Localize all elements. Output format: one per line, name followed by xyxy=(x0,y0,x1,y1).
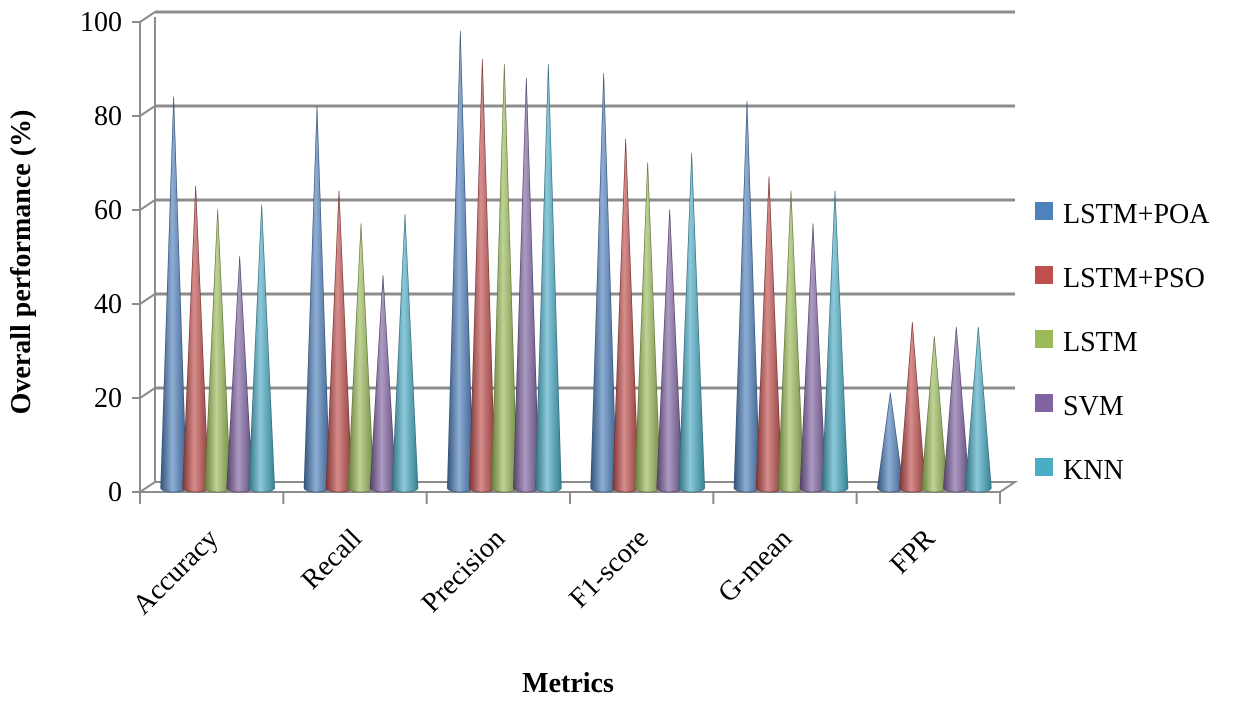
gridline-diag xyxy=(139,105,156,117)
x-tick-label: Precision xyxy=(416,523,512,619)
x-tick-label: FPR xyxy=(884,523,941,580)
legend-label: SVM xyxy=(1063,391,1124,422)
legend-label: LSTM+POA xyxy=(1063,199,1210,230)
legend-swatch xyxy=(1035,458,1053,476)
legend-label: KNN xyxy=(1063,455,1124,486)
x-axis-label: Metrics xyxy=(522,668,614,699)
bar-precision-lstm-poa xyxy=(447,30,474,493)
axes xyxy=(132,17,1019,504)
bar-recall-lstm-poa xyxy=(303,105,331,493)
y-tick-label: 40 xyxy=(94,289,122,320)
legend-swatch xyxy=(1035,394,1053,412)
legend-item: LSTM+PSO xyxy=(1035,263,1205,294)
bar-f1-score-lstm-poa xyxy=(590,73,617,493)
bar-fpr-knn xyxy=(965,326,992,493)
bar-g-mean-svm xyxy=(799,223,827,493)
bar-g-mean-lstm-pso xyxy=(755,176,783,493)
x-tick-label: Recall xyxy=(295,523,368,596)
bar-accuracy-lstm xyxy=(204,209,231,493)
legend-item: KNN xyxy=(1035,455,1124,486)
legend-item: SVM xyxy=(1035,391,1124,422)
bars xyxy=(160,30,992,493)
y-tick-label: 100 xyxy=(80,7,122,38)
bar-accuracy-svm xyxy=(226,256,253,493)
x-tick-label: G-mean xyxy=(712,523,798,609)
legend-label: LSTM+PSO xyxy=(1063,263,1205,294)
bar-f1-score-lstm-pso xyxy=(612,138,639,493)
bar-recall-lstm xyxy=(347,223,375,493)
bar-f1-score-svm xyxy=(656,209,683,493)
bar-accuracy-lstm-pso xyxy=(182,185,209,493)
legend-swatch xyxy=(1035,330,1053,348)
gridline-diag xyxy=(139,387,156,399)
bar-g-mean-lstm-poa xyxy=(733,101,761,493)
legend-item: LSTM+POA xyxy=(1035,199,1210,230)
bar-fpr-lstm xyxy=(921,336,948,493)
bar-g-mean-knn xyxy=(821,190,849,493)
gridline-diag xyxy=(139,199,156,211)
bar-precision-knn xyxy=(535,63,562,493)
gridline-diag xyxy=(139,11,156,23)
bar-fpr-lstm-poa xyxy=(877,392,904,493)
legend-label: LSTM xyxy=(1063,327,1138,358)
legend-swatch xyxy=(1035,266,1053,284)
y-tick-label: 60 xyxy=(94,195,122,226)
y-tick-label: 20 xyxy=(94,383,122,414)
y-tick-label: 80 xyxy=(94,101,122,132)
bar-recall-knn xyxy=(391,214,419,493)
bar-fpr-lstm-pso xyxy=(899,322,926,493)
legend-item: LSTM xyxy=(1035,327,1138,358)
grid xyxy=(139,10,1015,399)
bar-precision-lstm xyxy=(491,63,518,493)
x-tick-label: F1-score xyxy=(563,523,654,614)
bar-precision-svm xyxy=(513,77,540,493)
bar-f1-score-knn xyxy=(678,152,705,493)
x-tick-label: Accuracy xyxy=(127,523,225,621)
bar-recall-lstm-pso xyxy=(325,190,353,493)
bar-accuracy-knn xyxy=(248,204,275,493)
bar-f1-score-lstm xyxy=(634,162,661,493)
bar-g-mean-lstm xyxy=(777,190,805,493)
bar-precision-lstm-pso xyxy=(469,58,496,493)
gridline-diag xyxy=(139,293,156,305)
legend: LSTM+POA LSTM+PSO LSTM SVM KNN xyxy=(1035,199,1210,486)
y-axis-label: Overall performance (%) xyxy=(6,110,37,415)
bar-recall-svm xyxy=(369,275,397,493)
y-tick-label: 0 xyxy=(108,477,122,508)
bar-fpr-svm xyxy=(943,326,970,493)
legend-swatch xyxy=(1035,202,1053,220)
